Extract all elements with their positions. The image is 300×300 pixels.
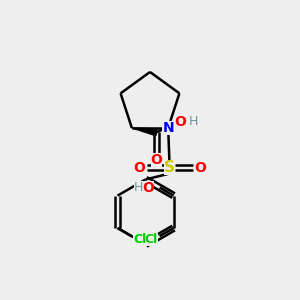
- Text: O: O: [142, 181, 154, 194]
- Text: S: S: [164, 160, 175, 175]
- Text: H: H: [188, 115, 198, 128]
- Text: O: O: [134, 161, 145, 175]
- Polygon shape: [132, 128, 157, 136]
- Text: H: H: [134, 181, 143, 194]
- Text: O: O: [151, 153, 162, 167]
- Text: N: N: [162, 121, 174, 135]
- Text: Cl: Cl: [133, 233, 146, 246]
- Text: O: O: [194, 161, 206, 175]
- Text: O: O: [174, 115, 186, 129]
- Text: Cl: Cl: [145, 233, 158, 246]
